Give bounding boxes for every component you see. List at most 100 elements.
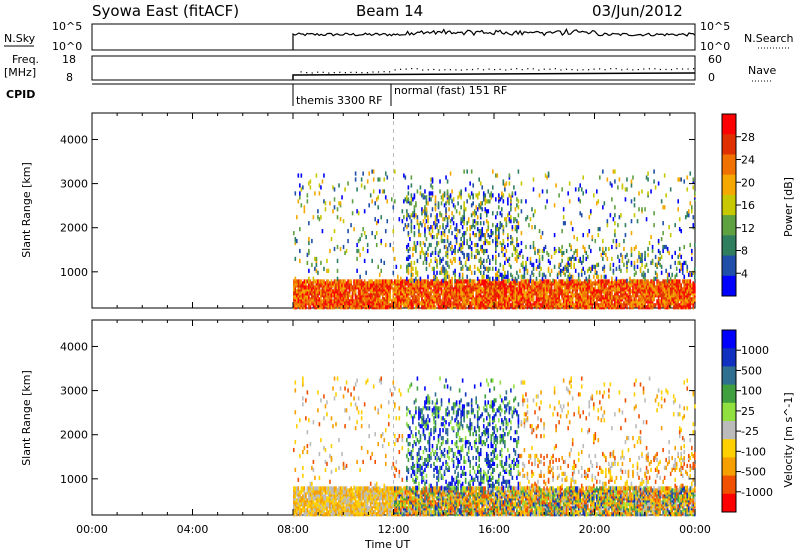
range-cell <box>323 494 325 499</box>
range-cell <box>300 486 303 491</box>
range-cell <box>407 279 410 284</box>
range-cell <box>514 246 517 252</box>
range-cell <box>677 207 680 212</box>
range-cell <box>499 281 502 286</box>
range-cell <box>614 233 616 238</box>
range-cell <box>353 291 355 296</box>
nave-dot <box>538 69 540 71</box>
range-cell <box>345 285 348 290</box>
range-cell <box>645 262 648 267</box>
range-cell <box>678 227 681 232</box>
range-cell <box>638 250 640 256</box>
range-cell <box>418 283 420 288</box>
range-cell <box>293 486 295 491</box>
range-cell <box>647 171 649 176</box>
range-cell <box>324 512 327 517</box>
range-cell <box>359 236 361 242</box>
range-cell <box>511 289 514 294</box>
range-cell <box>510 195 512 200</box>
range-cell <box>531 303 533 308</box>
range-cell <box>534 281 536 286</box>
range-cell <box>445 250 447 256</box>
range-cell <box>478 229 481 234</box>
range-cell <box>463 236 465 242</box>
range-cell <box>496 301 499 306</box>
range-cell <box>540 234 542 240</box>
range-cell <box>672 289 675 294</box>
range-cell <box>419 285 422 290</box>
range-cell <box>596 262 598 267</box>
range-cell <box>315 268 318 273</box>
range-cell <box>614 169 616 174</box>
power-xticks <box>91 113 696 308</box>
range-cell <box>588 215 591 220</box>
range-cell <box>476 227 479 232</box>
ytick-label: 4000 <box>60 133 88 146</box>
range-cell <box>591 281 594 286</box>
range-cell <box>517 281 520 286</box>
range-cell <box>363 209 366 214</box>
range-cell <box>384 305 387 310</box>
range-cell <box>620 291 622 296</box>
range-cell <box>359 291 361 296</box>
nave-dot <box>516 68 518 70</box>
range-cell <box>501 207 503 212</box>
range-cell <box>481 244 484 250</box>
range-cell <box>574 279 577 284</box>
range-cell <box>520 274 523 279</box>
range-cell <box>668 225 670 230</box>
range-cell <box>296 498 298 503</box>
range-cell <box>333 279 336 284</box>
range-cell <box>481 207 484 212</box>
range-cell <box>611 244 613 250</box>
range-cell <box>479 293 482 298</box>
nave-dot <box>681 68 684 70</box>
range-cell <box>594 279 597 284</box>
range-cell <box>451 305 453 310</box>
range-cell <box>321 496 324 501</box>
range-cell <box>485 229 488 234</box>
range-cell <box>431 207 434 212</box>
range-cell <box>326 268 328 273</box>
range-cell <box>434 219 437 224</box>
range-cell <box>656 279 658 284</box>
range-cell <box>484 266 487 271</box>
range-cell <box>603 250 606 256</box>
range-cell <box>605 252 607 258</box>
range-cell <box>659 293 661 298</box>
range-cell <box>656 272 658 277</box>
range-cell <box>538 258 541 264</box>
range-cell <box>430 258 432 264</box>
range-cell <box>374 201 377 206</box>
range-cell <box>570 279 572 284</box>
range-cell <box>372 281 375 286</box>
range-cell <box>568 256 571 262</box>
range-cell <box>495 173 497 178</box>
range-cell <box>419 250 422 256</box>
range-cell <box>597 262 600 267</box>
range-cell <box>445 279 447 284</box>
range-cell <box>641 272 643 277</box>
range-cell <box>672 305 675 310</box>
range-cell <box>602 266 604 271</box>
range-cell <box>668 287 670 292</box>
range-cell <box>404 175 407 180</box>
range-cell <box>451 211 453 216</box>
range-cell <box>415 244 417 250</box>
range-cell <box>514 279 517 284</box>
range-cell <box>508 287 511 292</box>
range-cell <box>614 221 616 226</box>
range-cell <box>662 279 664 284</box>
range-cell <box>657 248 660 254</box>
range-cell <box>454 248 456 254</box>
range-cell <box>446 217 449 222</box>
range-cell <box>442 289 444 294</box>
nave-dot <box>610 68 612 70</box>
range-cell <box>501 295 503 300</box>
range-cell <box>380 215 383 220</box>
range-cell <box>306 390 309 395</box>
range-cell <box>314 191 316 196</box>
range-cell <box>621 278 624 283</box>
range-cell <box>501 242 503 248</box>
range-cell <box>418 233 420 238</box>
